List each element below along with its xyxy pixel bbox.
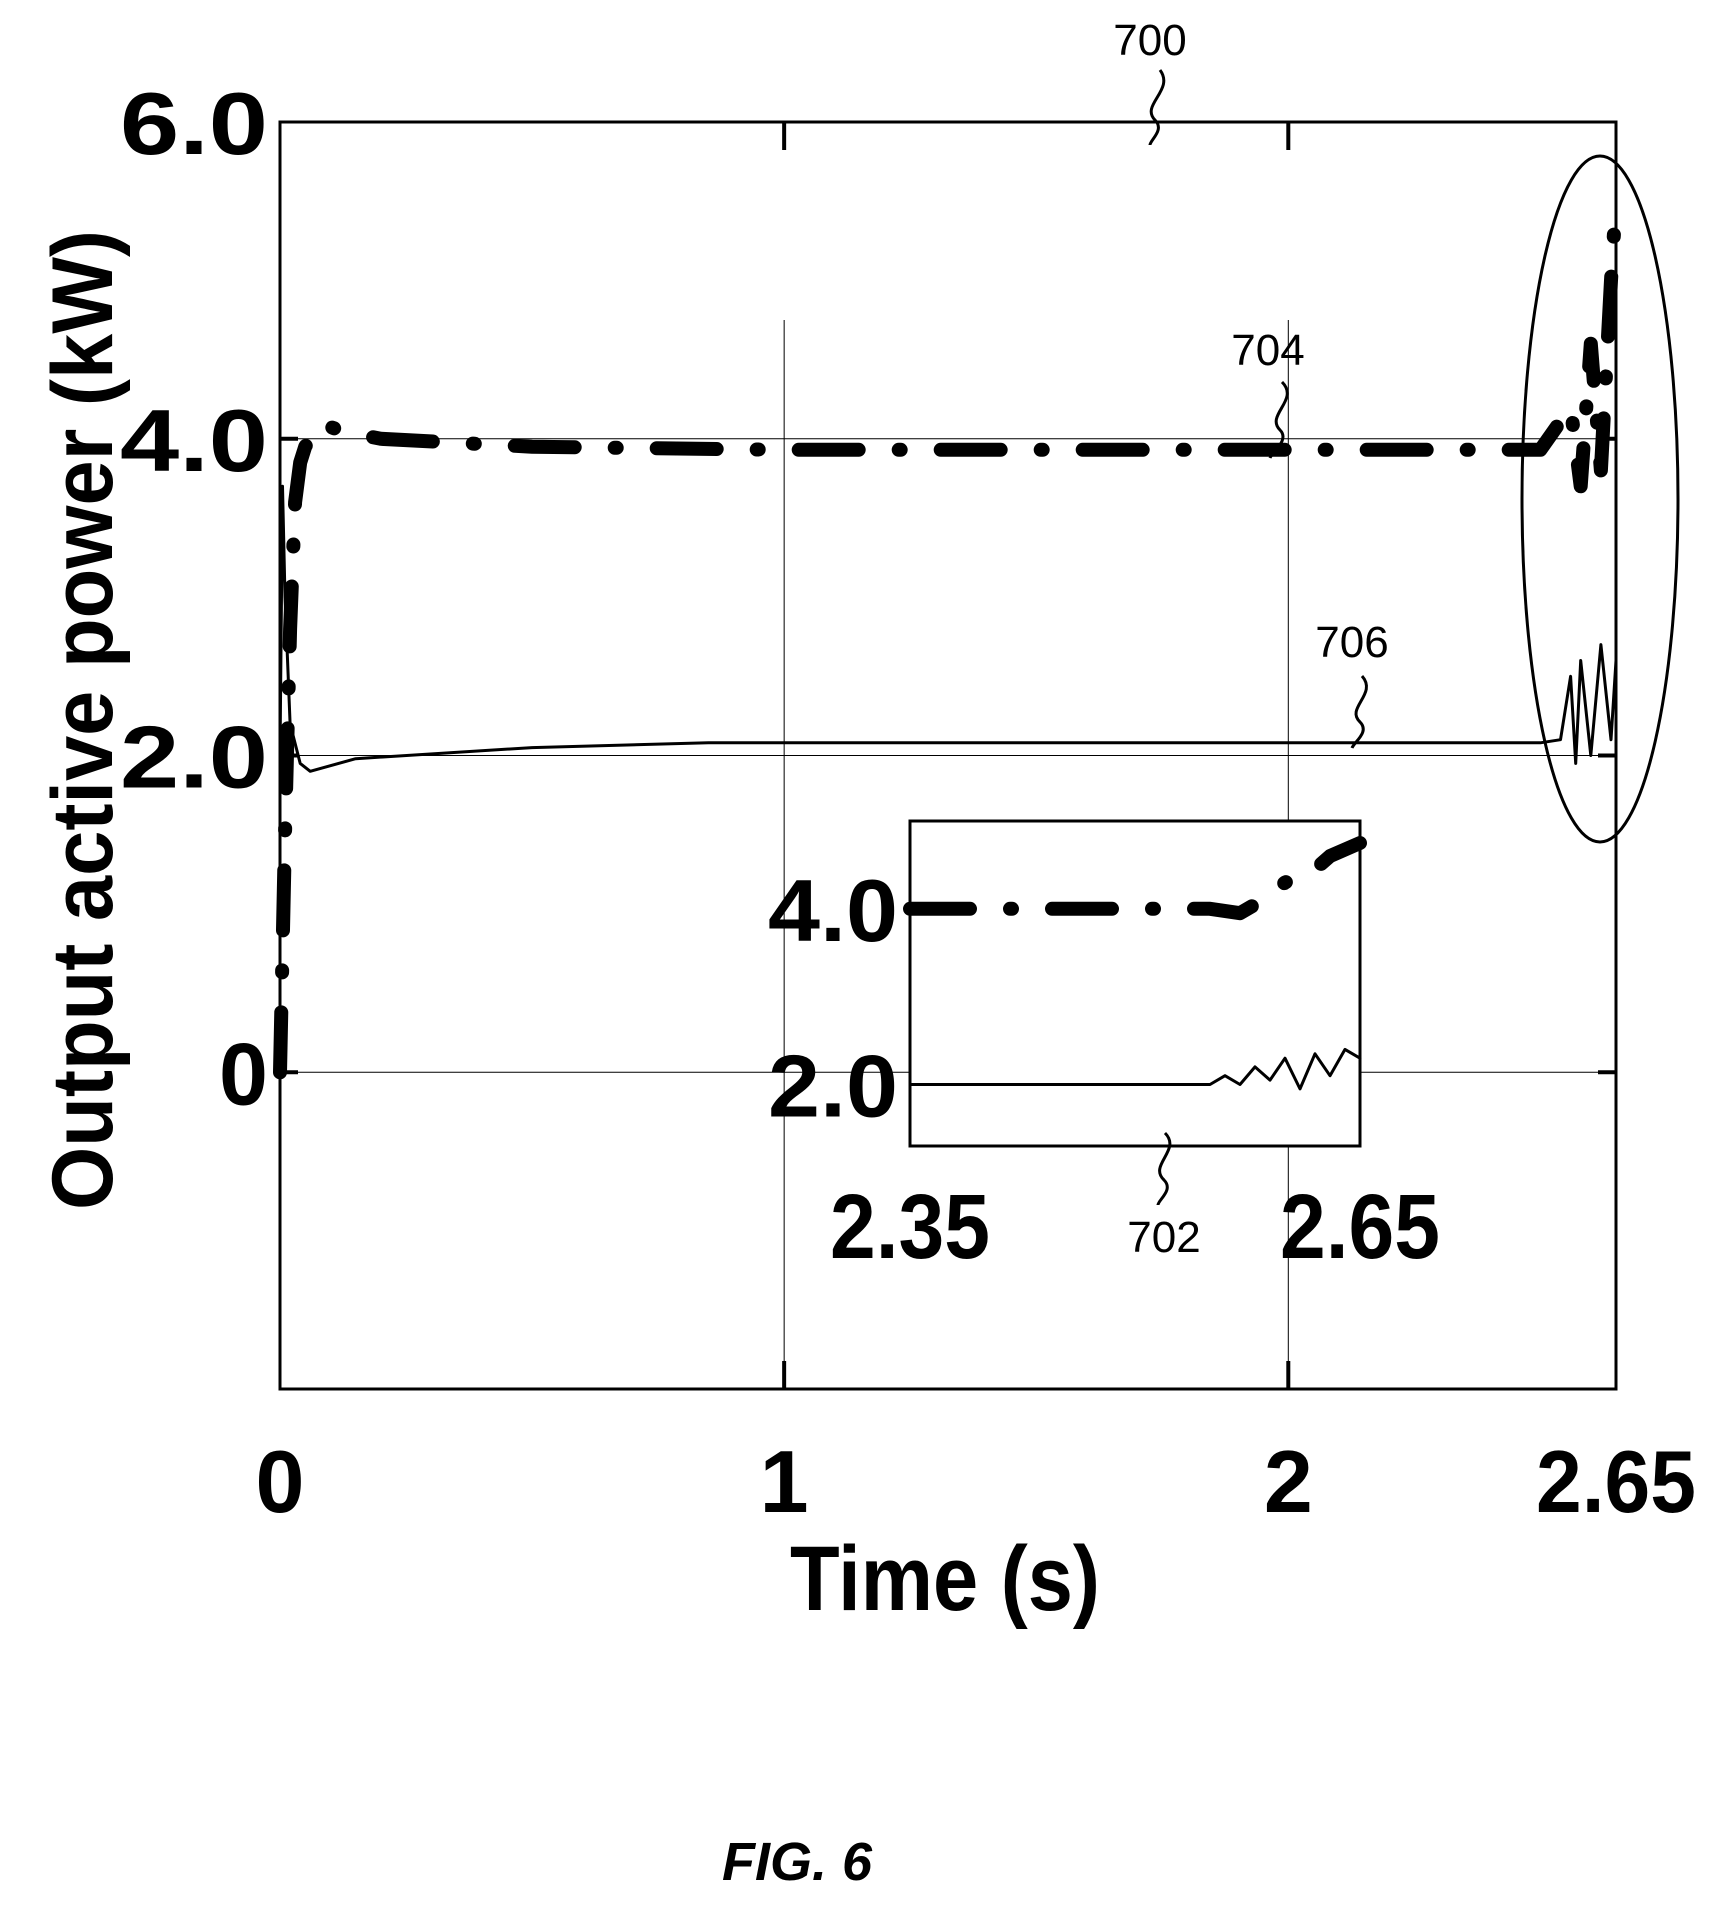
ref-706-leader — [1350, 675, 1368, 749]
inset-y-tick-label-0: 2.0 — [768, 1037, 898, 1136]
inset-frame — [908, 819, 1362, 1148]
y-axis-label: Output active power (kW) — [35, 230, 131, 1210]
series-line-706 — [278, 484, 1618, 773]
y-tick-label-1: 2.0 — [120, 708, 268, 807]
inset-series-layer — [903, 836, 1367, 1091]
highlight-ellipse — [1520, 154, 1680, 844]
inset-y-ticks: 2.0 4.0 — [768, 861, 898, 1136]
x-tick-label-2: 2 — [1264, 1432, 1313, 1531]
x-tick-label-3: 2.65 — [1536, 1432, 1696, 1531]
ref-704-leader — [1268, 380, 1289, 459]
inset-x-tick-label-0: 2.35 — [830, 1176, 990, 1278]
reference-numerals: 700 704 706 702 — [1113, 16, 1388, 1262]
series-layer — [273, 194, 1623, 1080]
figure-caption: FIG. 6 — [722, 1832, 873, 1892]
inset-series-line-704 — [903, 836, 1367, 921]
inset-x-ticks: 2.35 2.65 — [830, 1176, 1440, 1278]
x-ticks: 0 1 2 2.65 — [256, 1432, 1696, 1531]
inset-series-line-706 — [908, 1047, 1362, 1091]
x-tick-label-1: 1 — [760, 1432, 809, 1531]
x-axis-label: Time (s) — [790, 1528, 1100, 1630]
inset-y-tick-label-1: 4.0 — [768, 861, 898, 960]
ref-704-label: 704 — [1231, 326, 1304, 375]
series-line-704 — [273, 194, 1623, 1080]
x-tick-label-0: 0 — [256, 1432, 305, 1531]
y-ticks: 0 2.0 4.0 6.0 — [120, 74, 268, 1123]
inset-plot: 2.0 4.0 2.35 2.65 — [768, 819, 1440, 1278]
ref-702-leader — [1156, 1131, 1172, 1206]
y-tick-label-3: 6.0 — [120, 74, 268, 173]
ref-706-label: 706 — [1315, 618, 1388, 667]
main-plot: 0 1 2 2.65 0 2.0 4.0 6.0 — [120, 74, 1696, 1531]
inset-x-tick-label-1: 2.65 — [1280, 1176, 1440, 1278]
y-tick-label-0: 0 — [219, 1024, 268, 1123]
ref-700-leader — [1148, 69, 1166, 146]
ref-700-label: 700 — [1113, 16, 1186, 65]
y-tick-label-2: 4.0 — [120, 391, 268, 490]
ref-702-label: 702 — [1127, 1213, 1200, 1262]
